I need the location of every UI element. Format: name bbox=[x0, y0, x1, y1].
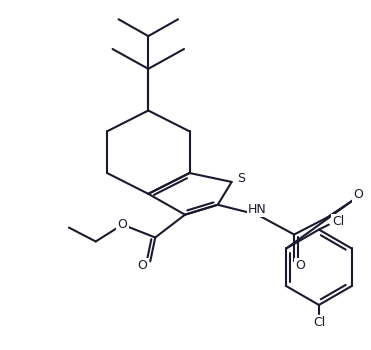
Text: HN: HN bbox=[248, 203, 267, 216]
Text: Cl: Cl bbox=[313, 316, 325, 329]
Text: O: O bbox=[354, 188, 364, 201]
Text: Cl: Cl bbox=[333, 215, 345, 228]
Text: O: O bbox=[295, 259, 305, 272]
Text: O: O bbox=[118, 218, 128, 231]
Text: S: S bbox=[237, 173, 246, 186]
Text: O: O bbox=[137, 259, 147, 272]
